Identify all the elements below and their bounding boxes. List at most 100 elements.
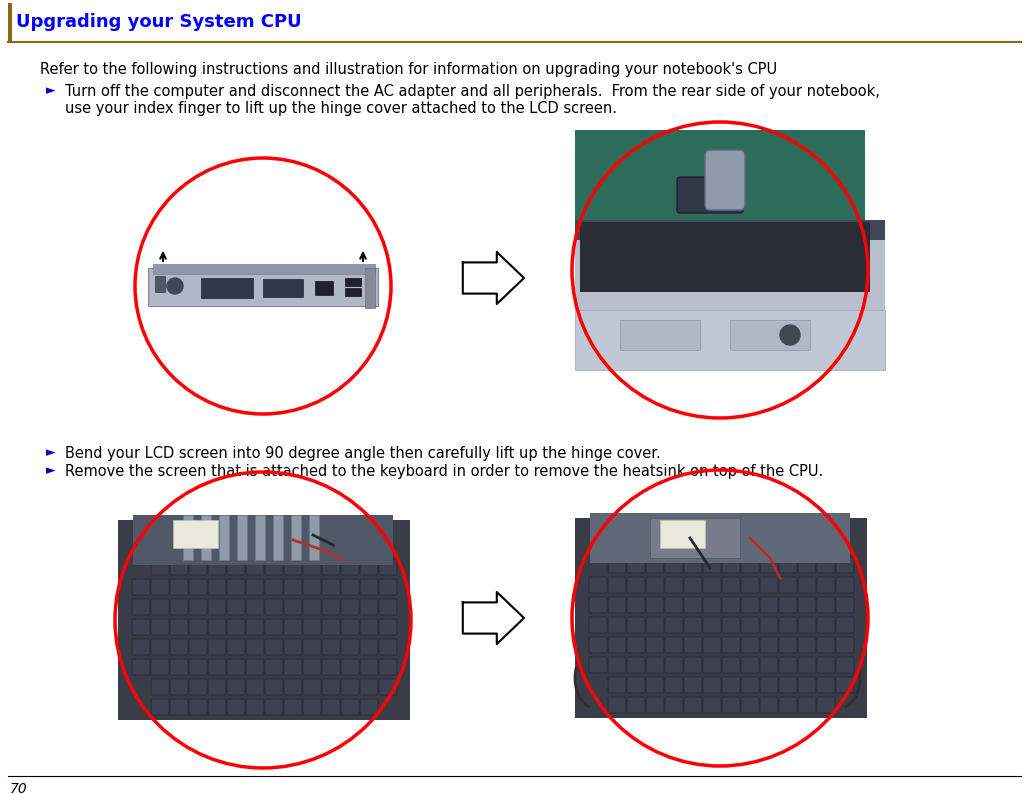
FancyBboxPatch shape: [379, 639, 397, 655]
FancyBboxPatch shape: [705, 150, 745, 210]
FancyBboxPatch shape: [322, 599, 340, 615]
FancyBboxPatch shape: [341, 659, 359, 675]
FancyBboxPatch shape: [303, 699, 321, 715]
FancyBboxPatch shape: [799, 557, 816, 573]
Bar: [273, 515, 283, 560]
FancyBboxPatch shape: [703, 637, 721, 653]
FancyBboxPatch shape: [360, 699, 378, 715]
FancyBboxPatch shape: [627, 557, 645, 573]
Bar: [133, 515, 393, 565]
FancyBboxPatch shape: [836, 637, 854, 653]
FancyBboxPatch shape: [322, 559, 340, 575]
FancyBboxPatch shape: [760, 577, 778, 593]
FancyBboxPatch shape: [665, 617, 683, 633]
Polygon shape: [463, 592, 524, 644]
FancyBboxPatch shape: [627, 597, 645, 613]
FancyBboxPatch shape: [208, 599, 226, 615]
FancyBboxPatch shape: [360, 579, 378, 595]
FancyBboxPatch shape: [760, 597, 778, 613]
FancyBboxPatch shape: [760, 617, 778, 633]
FancyBboxPatch shape: [341, 639, 359, 655]
FancyBboxPatch shape: [760, 657, 778, 673]
FancyBboxPatch shape: [246, 699, 264, 715]
FancyBboxPatch shape: [284, 639, 301, 655]
FancyBboxPatch shape: [132, 599, 150, 615]
FancyBboxPatch shape: [836, 677, 854, 693]
FancyBboxPatch shape: [303, 659, 321, 675]
FancyBboxPatch shape: [646, 597, 664, 613]
FancyBboxPatch shape: [189, 599, 207, 615]
Bar: [237, 515, 247, 560]
FancyBboxPatch shape: [722, 557, 740, 573]
FancyBboxPatch shape: [246, 679, 264, 695]
FancyBboxPatch shape: [836, 557, 854, 573]
FancyBboxPatch shape: [817, 697, 835, 713]
FancyBboxPatch shape: [627, 657, 645, 673]
FancyBboxPatch shape: [703, 617, 721, 633]
FancyBboxPatch shape: [379, 679, 397, 695]
Bar: [345, 288, 361, 296]
Bar: [575, 130, 865, 230]
FancyBboxPatch shape: [779, 597, 797, 613]
FancyBboxPatch shape: [741, 617, 759, 633]
FancyBboxPatch shape: [284, 599, 301, 615]
FancyBboxPatch shape: [132, 619, 150, 635]
FancyBboxPatch shape: [741, 677, 759, 693]
FancyBboxPatch shape: [646, 697, 664, 713]
FancyBboxPatch shape: [684, 697, 702, 713]
FancyBboxPatch shape: [246, 559, 264, 575]
FancyBboxPatch shape: [779, 677, 797, 693]
FancyBboxPatch shape: [189, 659, 207, 675]
Circle shape: [137, 160, 389, 412]
Bar: [590, 513, 850, 563]
FancyBboxPatch shape: [779, 617, 797, 633]
FancyBboxPatch shape: [665, 637, 683, 653]
Circle shape: [117, 474, 409, 766]
FancyBboxPatch shape: [170, 659, 188, 675]
Bar: [8, 3, 12, 41]
FancyBboxPatch shape: [741, 577, 759, 593]
FancyBboxPatch shape: [246, 639, 264, 655]
Bar: [580, 222, 870, 292]
FancyBboxPatch shape: [646, 577, 664, 593]
FancyBboxPatch shape: [817, 657, 835, 673]
FancyBboxPatch shape: [284, 619, 301, 635]
Circle shape: [167, 278, 183, 294]
FancyBboxPatch shape: [322, 659, 340, 675]
FancyBboxPatch shape: [741, 657, 759, 673]
FancyBboxPatch shape: [627, 637, 645, 653]
FancyBboxPatch shape: [189, 619, 207, 635]
FancyBboxPatch shape: [227, 659, 245, 675]
Bar: [315, 281, 333, 295]
FancyBboxPatch shape: [760, 697, 778, 713]
FancyBboxPatch shape: [360, 599, 378, 615]
FancyBboxPatch shape: [608, 577, 626, 593]
FancyBboxPatch shape: [684, 557, 702, 573]
FancyBboxPatch shape: [322, 619, 340, 635]
FancyBboxPatch shape: [189, 679, 207, 695]
Polygon shape: [463, 252, 524, 304]
FancyBboxPatch shape: [189, 559, 207, 575]
FancyBboxPatch shape: [741, 557, 759, 573]
FancyBboxPatch shape: [284, 699, 301, 715]
FancyBboxPatch shape: [722, 697, 740, 713]
Bar: [201, 278, 253, 298]
FancyBboxPatch shape: [284, 559, 301, 575]
FancyBboxPatch shape: [799, 637, 816, 653]
FancyBboxPatch shape: [799, 597, 816, 613]
FancyBboxPatch shape: [170, 699, 188, 715]
FancyBboxPatch shape: [132, 579, 150, 595]
FancyBboxPatch shape: [779, 577, 797, 593]
FancyBboxPatch shape: [227, 559, 245, 575]
FancyBboxPatch shape: [303, 599, 321, 615]
FancyBboxPatch shape: [341, 559, 359, 575]
FancyBboxPatch shape: [817, 677, 835, 693]
FancyBboxPatch shape: [170, 599, 188, 615]
FancyBboxPatch shape: [151, 659, 169, 675]
FancyBboxPatch shape: [360, 559, 378, 575]
FancyBboxPatch shape: [341, 699, 359, 715]
FancyBboxPatch shape: [817, 577, 835, 593]
Bar: [255, 515, 265, 560]
FancyBboxPatch shape: [303, 679, 321, 695]
Bar: [153, 264, 375, 274]
